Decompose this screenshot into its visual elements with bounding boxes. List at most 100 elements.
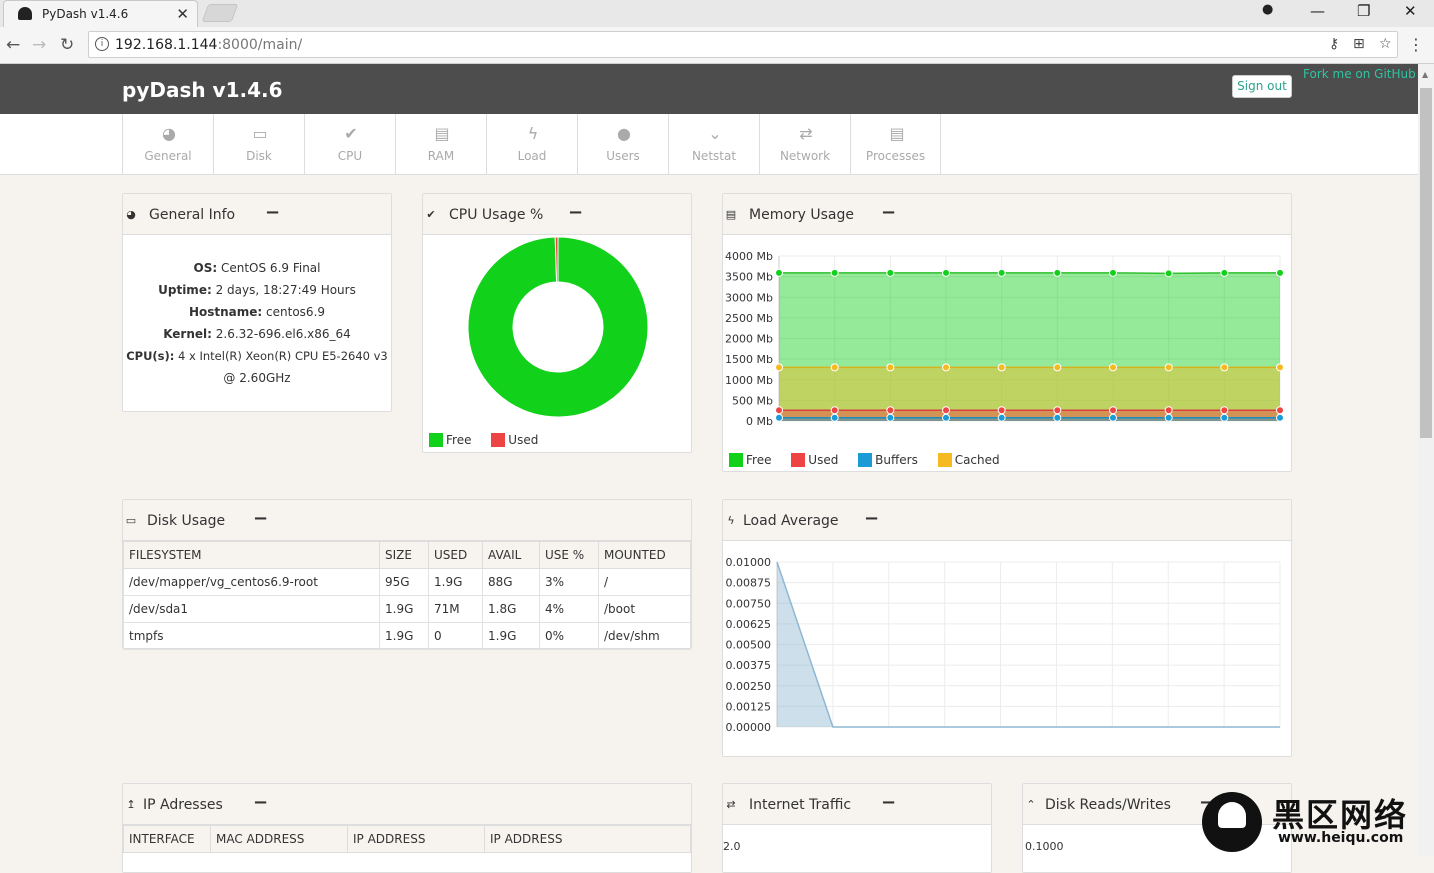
user-icon: ●	[614, 126, 634, 142]
nav-item-netstat[interactable]: ⌄Netstat	[668, 114, 759, 175]
y-tick-label: 3500 Mb	[725, 271, 773, 284]
os-value: CentOS 6.9 Final	[221, 261, 321, 275]
panel-title: Memory Usage	[749, 207, 854, 223]
data-point	[831, 407, 838, 414]
table-header-row: FILESYSTEM SIZE USED AVAIL USE % MOUNTED	[124, 542, 691, 569]
collapse-button[interactable]: −	[253, 508, 268, 529]
collapse-button[interactable]: −	[253, 792, 268, 813]
nav-label: Processes	[851, 149, 940, 163]
dashboard-icon	[18, 7, 32, 20]
back-icon[interactable]: ←	[6, 35, 20, 55]
page-scrollbar[interactable]: ▲	[1418, 64, 1434, 856]
forward-icon[interactable]: →	[32, 35, 46, 55]
nav-label: Netstat	[669, 149, 759, 163]
fork-github-link[interactable]: Fork me on GitHub	[1303, 67, 1416, 81]
legend-label: Cached	[955, 453, 1000, 467]
table-cell: 1.9G	[380, 596, 429, 623]
watermark-logo-icon	[1202, 792, 1262, 852]
y-tick-label: 1000 Mb	[725, 374, 773, 387]
column-header[interactable]: MOUNTED	[599, 542, 691, 569]
nav-item-ram[interactable]: ▤RAM	[395, 114, 486, 175]
nav-item-cpu[interactable]: ✔CPU	[304, 114, 395, 175]
collapse-button[interactable]: −	[265, 202, 280, 223]
data-point	[1110, 269, 1117, 276]
kernel-label: Kernel:	[163, 327, 212, 341]
account-icon[interactable]: ●	[1262, 2, 1273, 17]
scroll-up-icon[interactable]: ▲	[1422, 70, 1428, 79]
collapse-button[interactable]: −	[568, 202, 583, 223]
column-header[interactable]: AVAIL	[483, 542, 540, 569]
key-icon[interactable]: ⚷	[1329, 36, 1339, 52]
minimize-button[interactable]: —	[1310, 2, 1325, 20]
reload-icon[interactable]: ↻	[60, 35, 74, 55]
hostname-line: Hostname: centos6.9	[123, 305, 391, 319]
y-tick-label: 4000 Mb	[725, 250, 773, 263]
column-header[interactable]: SIZE	[380, 542, 429, 569]
nav-item-processes[interactable]: ▤Processes	[850, 114, 941, 175]
new-tab-button[interactable]	[202, 4, 239, 22]
y-tick-label: 500 Mb	[732, 394, 773, 407]
data-point	[998, 407, 1005, 414]
nav-item-users[interactable]: ●Users	[577, 114, 668, 175]
bolt-icon: ϟ	[725, 514, 737, 527]
table-cell: 1.9G	[483, 623, 540, 650]
cpu-label: CPU(s):	[126, 349, 174, 363]
nav-item-general[interactable]: ◕ General	[122, 114, 213, 175]
url-host: 192.168.1.144	[115, 37, 217, 53]
hostname-value: centos6.9	[266, 305, 325, 319]
uptime-label: Uptime:	[158, 283, 212, 297]
ip-addresses-panel: ↥ IP Adresses − INTERFACE MAC ADDRESS IP…	[122, 783, 692, 873]
panel-header: ◕ General Info −	[123, 194, 391, 235]
y-tick-label: 3000 Mb	[725, 291, 773, 304]
kernel-line: Kernel: 2.6.32-696.el6.x86_64	[123, 327, 391, 341]
restore-button[interactable]: ❐	[1357, 2, 1370, 20]
column-header[interactable]: IP ADDRESS	[485, 826, 691, 853]
tab-close-icon[interactable]: ✕	[176, 5, 189, 23]
translate-icon[interactable]: ⊞	[1353, 36, 1365, 52]
panel-header: ↥ IP Adresses −	[123, 784, 691, 825]
internet-traffic-panel: ⇄ Internet Traffic − 2.0	[722, 783, 992, 873]
url-field[interactable]: i 192.168.1.144:8000/main/ ⚷ ⊞ ☆	[88, 31, 1398, 58]
y-tick-label: 0.00000	[726, 721, 772, 734]
check-icon: ✔	[425, 208, 437, 221]
table-cell: /boot	[599, 596, 691, 623]
data-point	[1221, 364, 1228, 371]
collapse-button[interactable]: −	[864, 508, 879, 529]
column-header[interactable]: USE %	[540, 542, 599, 569]
data-point	[1110, 407, 1117, 414]
table-cell: /	[599, 569, 691, 596]
watermark: 黑区网络 www.heiqu.com	[1198, 788, 1428, 856]
info-icon[interactable]: i	[95, 37, 109, 51]
column-header[interactable]: IP ADDRESS	[348, 826, 485, 853]
menu-icon[interactable]: ⋮	[1408, 35, 1424, 54]
collapse-button[interactable]: −	[881, 792, 896, 813]
collapse-button[interactable]: −	[881, 202, 896, 223]
sign-out-button[interactable]: Sign out	[1232, 75, 1292, 98]
y-tick-label: 0.00625	[726, 618, 772, 631]
nav-item-disk[interactable]: ▭Disk	[213, 114, 304, 175]
column-header[interactable]: MAC ADDRESS	[211, 826, 348, 853]
table-cell: tmpfs	[124, 623, 380, 650]
brand-title[interactable]: pyDash v1.4.6	[122, 78, 283, 102]
general-info-panel: ◕ General Info − OS: CentOS 6.9 Final Up…	[122, 193, 392, 412]
dashboard-icon: ◕	[159, 126, 179, 142]
exchange-icon: ⇄	[796, 126, 816, 142]
nav-label: General	[123, 149, 213, 163]
scrollbar-thumb[interactable]	[1420, 88, 1432, 438]
data-point	[1277, 407, 1284, 414]
column-header[interactable]: FILESYSTEM	[124, 542, 380, 569]
browser-tab[interactable]: PyDash v1.4.6 ✕	[3, 0, 198, 27]
column-header[interactable]: USED	[429, 542, 483, 569]
data-point	[1277, 364, 1284, 371]
nav-item-network[interactable]: ⇄Network	[759, 114, 850, 175]
data-point	[1165, 414, 1172, 421]
column-header[interactable]: INTERFACE	[124, 826, 211, 853]
close-window-button[interactable]: ✕	[1404, 2, 1417, 20]
star-icon[interactable]: ☆	[1379, 36, 1392, 52]
data-point	[943, 407, 950, 414]
data-point	[1221, 407, 1228, 414]
browser-chrome: PyDash v1.4.6 ✕ ● — ❐ ✕ ← → ↻ i 192.168.…	[0, 0, 1434, 64]
